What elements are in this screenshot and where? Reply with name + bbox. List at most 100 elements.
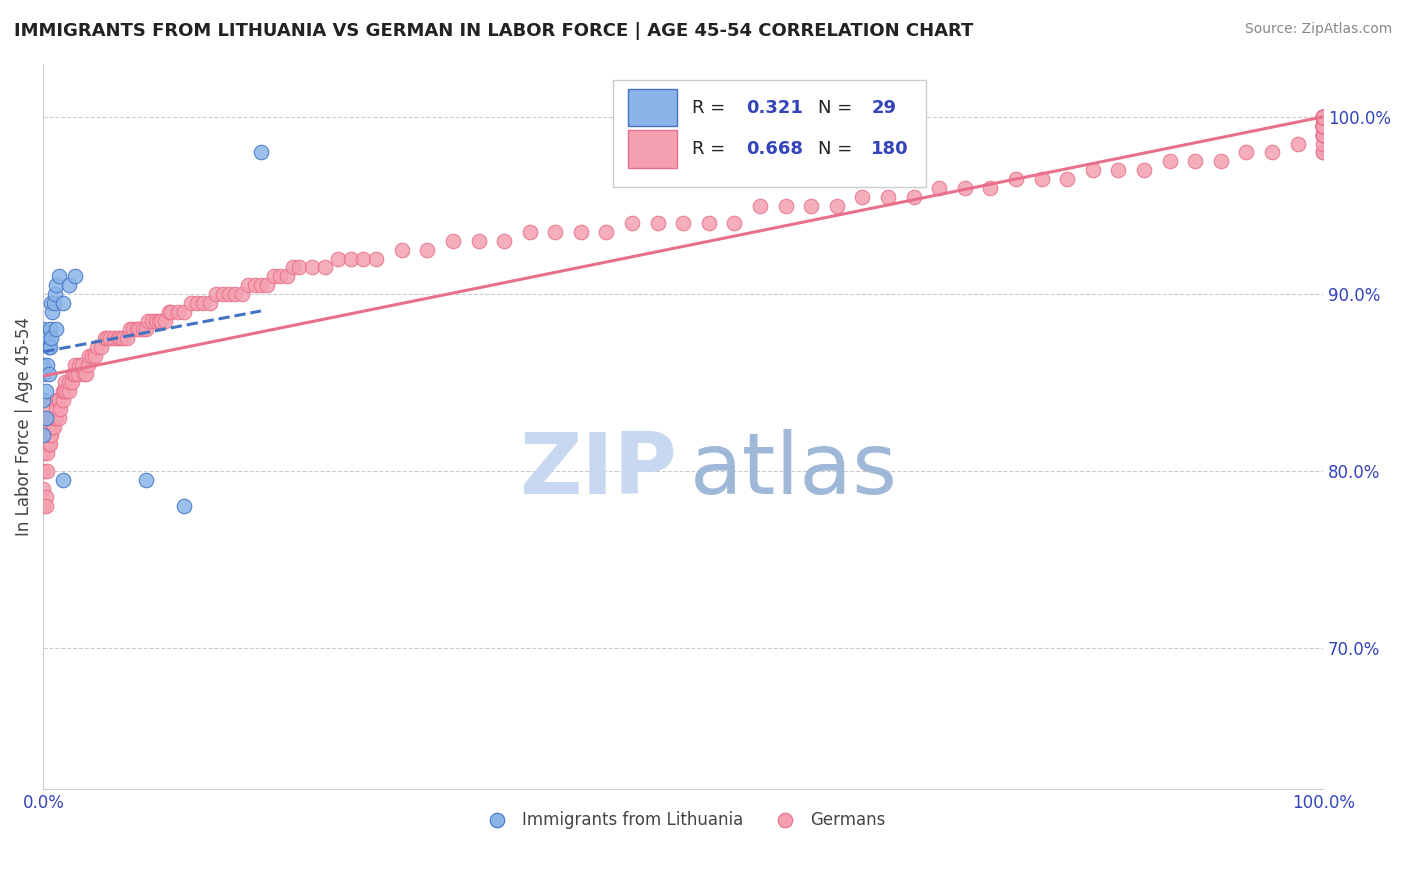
Point	[218, 287, 240, 301]
Point	[1312, 110, 1334, 124]
Point	[1107, 163, 1129, 178]
Point	[52, 384, 75, 399]
Point	[256, 278, 278, 293]
Point	[281, 260, 304, 275]
Point	[238, 278, 260, 293]
Point	[48, 393, 70, 408]
Point	[153, 313, 176, 327]
Point	[73, 367, 96, 381]
Point	[53, 376, 76, 390]
Point	[263, 269, 285, 284]
Point	[39, 331, 62, 345]
Point	[32, 428, 55, 442]
Point	[148, 313, 170, 327]
Point	[80, 349, 103, 363]
Point	[1312, 128, 1334, 142]
Text: 180: 180	[872, 140, 910, 158]
Point	[35, 491, 58, 505]
Point	[186, 295, 208, 310]
Point	[1312, 110, 1334, 124]
Point	[723, 216, 745, 230]
Point	[1312, 119, 1334, 133]
Point	[145, 313, 167, 327]
Point	[150, 313, 173, 327]
Point	[32, 428, 55, 442]
Point	[32, 401, 55, 416]
Point	[1312, 119, 1334, 133]
Point	[94, 331, 117, 345]
Point	[416, 243, 439, 257]
Point	[1312, 110, 1334, 124]
Point	[1081, 163, 1104, 178]
Point	[877, 190, 900, 204]
Point	[122, 322, 145, 336]
Point	[953, 181, 976, 195]
Text: R =: R =	[692, 140, 731, 158]
Point	[1312, 119, 1334, 133]
Point	[70, 358, 93, 372]
Point	[1312, 119, 1334, 133]
Point	[32, 410, 55, 425]
Point	[32, 482, 55, 496]
Point	[45, 278, 67, 293]
Point	[38, 367, 60, 381]
Point	[205, 287, 228, 301]
Point	[193, 295, 215, 310]
Point	[825, 198, 848, 212]
Point	[32, 393, 55, 408]
Point	[37, 358, 59, 372]
Point	[1312, 128, 1334, 142]
Point	[37, 464, 59, 478]
Point	[41, 419, 63, 434]
Point	[1312, 110, 1334, 124]
Point	[1312, 110, 1334, 124]
Point	[160, 304, 183, 318]
Point	[647, 216, 669, 230]
Text: 0.321: 0.321	[747, 99, 803, 117]
Point	[32, 322, 55, 336]
Text: ZIP: ZIP	[519, 429, 676, 512]
Text: R =: R =	[692, 99, 731, 117]
Point	[269, 269, 291, 284]
Point	[38, 428, 60, 442]
Point	[1312, 128, 1334, 142]
Point	[173, 304, 195, 318]
Point	[35, 500, 58, 514]
Point	[301, 260, 323, 275]
Text: atlas: atlas	[690, 429, 897, 512]
Point	[391, 243, 413, 257]
Point	[1312, 119, 1334, 133]
Point	[1312, 110, 1334, 124]
Point	[38, 340, 60, 354]
Point	[35, 384, 58, 399]
Point	[42, 419, 65, 434]
Point	[1133, 163, 1156, 178]
Point	[45, 322, 67, 336]
Point	[67, 358, 90, 372]
Point	[224, 287, 246, 301]
Point	[32, 500, 55, 514]
Point	[1312, 110, 1334, 124]
Point	[1312, 119, 1334, 133]
Point	[1312, 110, 1334, 124]
Point	[32, 410, 55, 425]
Point	[1312, 110, 1334, 124]
Point	[1056, 172, 1078, 186]
Point	[157, 304, 180, 318]
Point	[697, 216, 720, 230]
Point	[132, 322, 155, 336]
Point	[135, 473, 157, 487]
FancyBboxPatch shape	[628, 88, 676, 127]
Point	[1312, 119, 1334, 133]
Point	[38, 437, 60, 451]
Text: 0.668: 0.668	[747, 140, 803, 158]
Point	[55, 384, 77, 399]
Point	[1312, 110, 1334, 124]
Point	[37, 446, 59, 460]
Point	[66, 367, 89, 381]
Point	[211, 287, 233, 301]
Point	[32, 428, 55, 442]
Point	[1312, 128, 1334, 142]
Point	[32, 446, 55, 460]
Point	[77, 358, 100, 372]
